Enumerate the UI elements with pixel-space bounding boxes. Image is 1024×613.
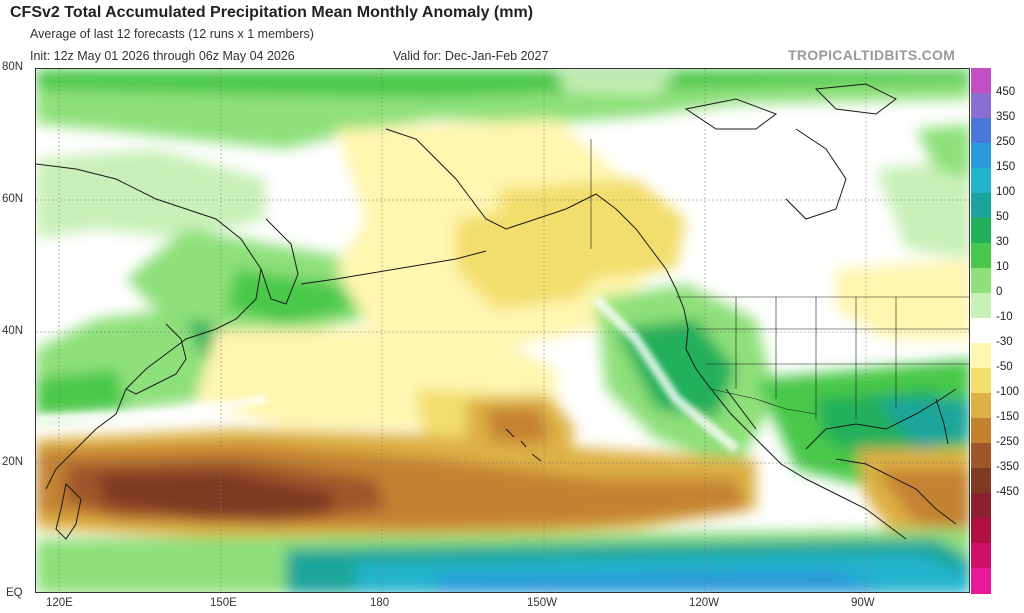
colorbar-swatch (971, 218, 991, 244)
colorbar-swatch (971, 293, 991, 319)
colorbar-label: 150 (996, 161, 1016, 173)
colorbar-label: 250 (996, 136, 1016, 148)
lat-label-20n: 20N (2, 456, 24, 468)
colorbar-swatch (971, 393, 991, 419)
colorbar-label: 450 (996, 86, 1016, 98)
colorbar-label: 0 (996, 286, 1003, 298)
colorbar-swatch (971, 118, 991, 144)
borders (590, 139, 969, 419)
colorbar-swatch (971, 268, 991, 294)
map-subtitle: Average of last 12 forecasts (12 runs x … (30, 27, 314, 41)
colorbar-label: 100 (996, 186, 1016, 198)
colorbar-label: 350 (996, 111, 1016, 123)
colorbar-label: -250 (996, 436, 1020, 448)
colorbar-label: 50 (996, 211, 1009, 223)
lon-label-120w: 120W (689, 597, 720, 609)
source-credit: TROPICALTIDBITS.COM (788, 47, 956, 63)
colorbar-swatch (971, 568, 991, 594)
lat-label-60n: 60N (2, 193, 24, 205)
colorbar-swatch (971, 243, 991, 269)
colorbar-label: -450 (996, 486, 1020, 498)
colorbar-swatch (971, 343, 991, 369)
init-time: Init: 12z May 01 2026 through 06z May 04… (30, 49, 295, 63)
colorbar-label: -10 (996, 311, 1013, 323)
map-title: CFSv2 Total Accumulated Precipitation Me… (10, 4, 534, 21)
coastlines (36, 83, 957, 540)
colorbar-swatch (971, 443, 991, 469)
lat-label-eq: EQ (6, 587, 23, 599)
lon-label-90w: 90W (851, 597, 875, 609)
colorbar-label: 10 (996, 261, 1009, 273)
colorbar-swatch (971, 543, 991, 569)
colorbar-label: -350 (996, 461, 1020, 473)
lon-label-180: 180 (370, 597, 390, 609)
colorbar-swatch (971, 193, 991, 219)
lat-label-40n: 40N (2, 325, 24, 337)
graticule (36, 69, 969, 592)
colorbar (971, 68, 991, 594)
lon-label-150e: 150E (210, 597, 237, 609)
colorbar-swatch (971, 518, 991, 544)
colorbar-label: -30 (996, 336, 1013, 348)
precip-field (36, 69, 969, 592)
colorbar-swatch (971, 168, 991, 194)
colorbar-label: -100 (996, 386, 1020, 398)
colorbar-swatch (971, 493, 991, 519)
colorbar-swatch (971, 318, 991, 344)
precip-anomaly-map[interactable] (35, 68, 970, 593)
colorbar-swatch (971, 368, 991, 394)
colorbar-swatch (971, 468, 991, 494)
map-canvas (36, 69, 969, 592)
colorbar-swatch (971, 93, 991, 119)
colorbar-swatch (971, 143, 991, 169)
lat-label-80n: 80N (2, 61, 24, 73)
colorbar-label: -150 (996, 411, 1020, 423)
valid-period: Valid for: Dec-Jan-Feb 2027 (393, 49, 549, 63)
colorbar-swatch (971, 418, 991, 444)
colorbar-label: 30 (996, 236, 1009, 248)
lon-label-120e: 120E (46, 597, 73, 609)
colorbar-swatch (971, 68, 991, 94)
colorbar-label: -50 (996, 361, 1013, 373)
lon-label-150w: 150W (527, 597, 558, 609)
